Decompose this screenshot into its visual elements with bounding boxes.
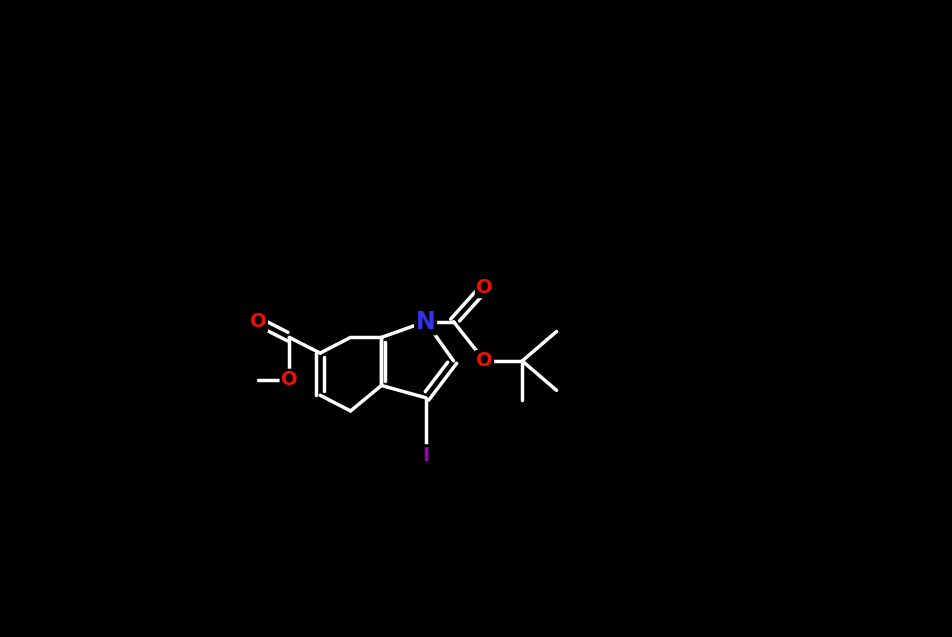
Text: N: N [416,310,435,334]
Text: O: O [250,312,267,331]
Text: O: O [476,278,493,297]
Text: O: O [281,370,298,389]
Text: I: I [422,446,429,464]
Text: O: O [476,352,493,371]
